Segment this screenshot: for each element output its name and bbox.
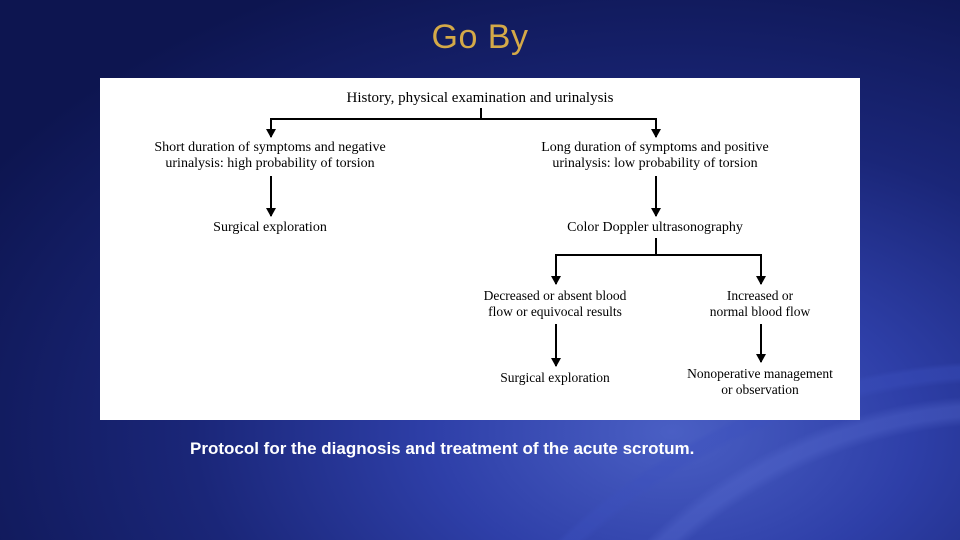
node-nonop-l2: or observation [660,382,860,398]
flow-arrow [655,176,657,216]
node-short-line2: urinalysis: high probability of torsion [114,156,426,172]
connector-vstub [655,238,657,254]
node-increased-l1: Increased or [675,288,845,304]
slide: Go By History, physical examination and … [0,0,960,540]
node-decreased-l2: flow or equivocal results [445,304,665,320]
flow-arrow [270,176,272,216]
slide-title: Go By [0,0,960,57]
flow-arrow [270,118,272,137]
node-increased-l2: normal blood flow [675,304,845,320]
caption: Protocol for the diagnosis and treatment… [190,438,770,461]
node-nonop-l1: Nonoperative management [660,366,860,382]
flow-arrow [760,324,762,362]
node-decreased-l1: Decreased or absent blood [445,288,665,304]
node-surgical-1: Surgical exploration [170,220,370,236]
flow-arrow [555,254,557,284]
connector-vstub [480,108,482,118]
node-doppler: Color Doppler ultrasonography [525,220,785,236]
connector-hline [270,118,655,120]
flow-arrow [555,324,557,366]
node-surgical-2: Surgical exploration [465,370,645,386]
flow-arrow [760,254,762,284]
node-long-line2: urinalysis: low probability of torsion [499,156,811,172]
node-history: History, physical examination and urinal… [300,90,660,107]
node-short-line1: Short duration of symptoms and negative [114,140,426,156]
connector-hline [555,254,760,256]
flow-arrow [655,118,657,137]
flowchart: History, physical examination and urinal… [100,78,860,420]
node-long-line1: Long duration of symptoms and positive [499,140,811,156]
